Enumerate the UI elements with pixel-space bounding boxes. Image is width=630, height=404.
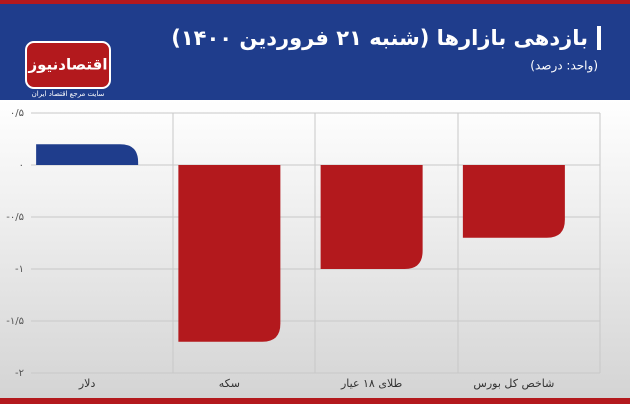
x-tick-label: طلای ۱۸ عیار	[340, 377, 403, 390]
bar	[320, 165, 423, 269]
y-tick-label: -۰/۵	[6, 212, 24, 223]
top-strip	[0, 0, 630, 4]
y-tick-label: -۱	[15, 264, 24, 275]
bottom-strip	[0, 398, 630, 404]
chart-title: بازدهی بازارها (شنبه ۲۱ فروردین ۱۴۰۰)	[171, 26, 588, 50]
title-bar	[597, 26, 601, 50]
y-tick-label: ۰/۵	[10, 108, 24, 119]
y-tick-label: -۱/۵	[6, 316, 24, 327]
logo-tagline: سایت مرجع اقتصاد ایران	[32, 90, 105, 98]
x-tick-label: دلار	[78, 377, 96, 390]
bar	[462, 165, 565, 238]
logo-box	[25, 41, 111, 89]
bar	[178, 165, 281, 342]
x-tick-label: سکه	[219, 377, 240, 390]
y-tick-label: -۲	[15, 368, 24, 379]
x-tick-label: شاخص کل بورس	[473, 377, 554, 390]
bar	[36, 144, 139, 165]
y-tick-label: ۰	[19, 160, 24, 171]
chart-subtitle: (واحد: درصد)	[530, 59, 598, 74]
logo-name: اقتصادنیوز	[28, 56, 108, 74]
